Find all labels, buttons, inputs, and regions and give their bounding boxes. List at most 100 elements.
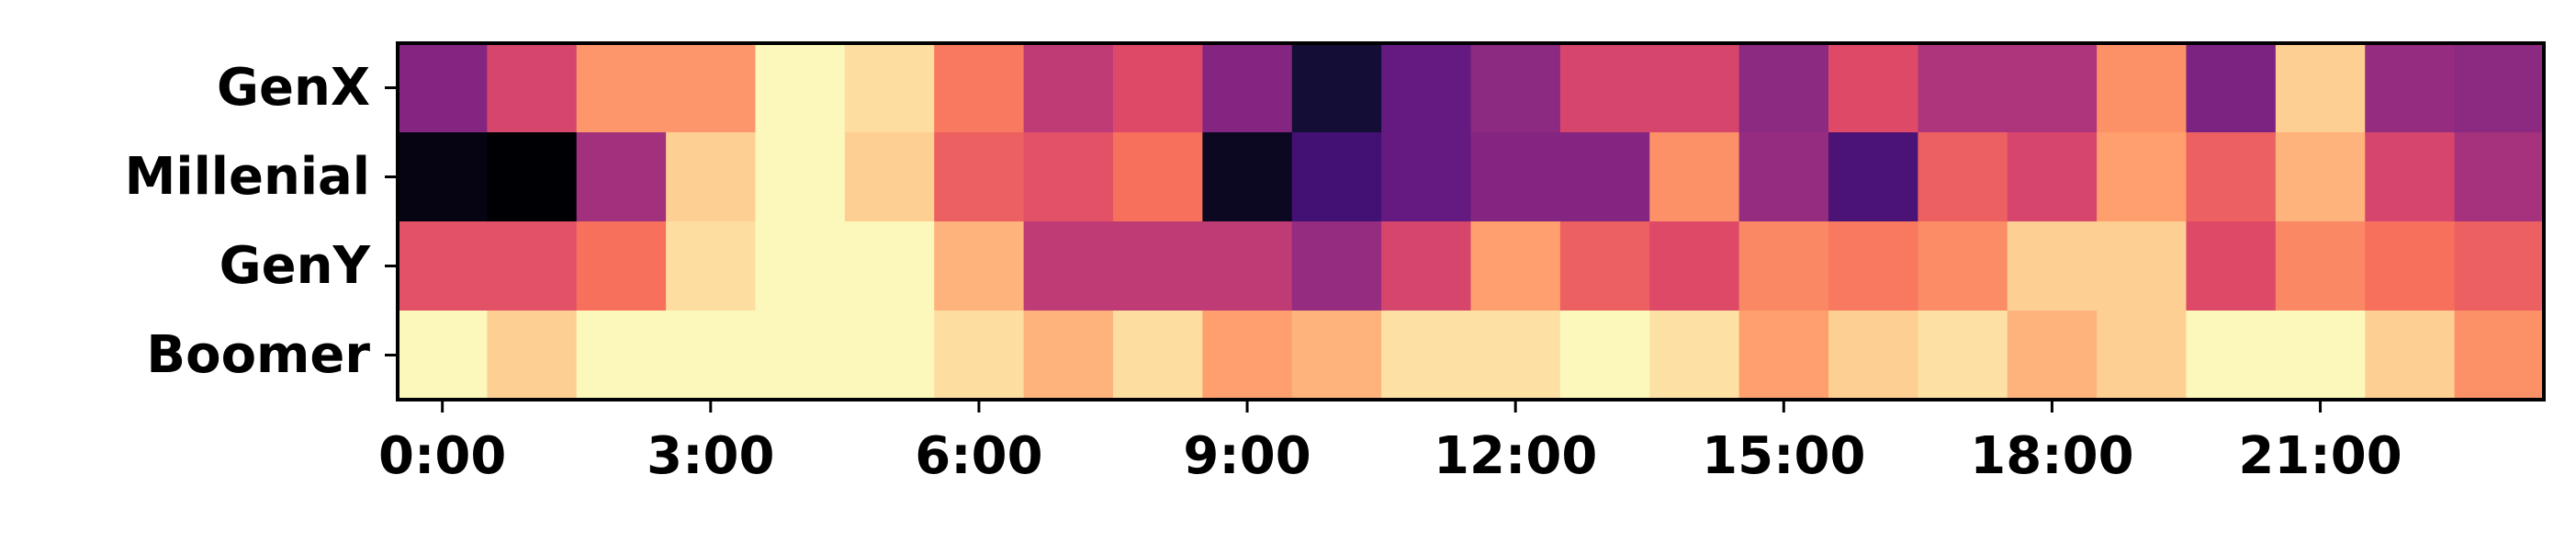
heatmap-cell: [1202, 43, 1293, 133]
heatmap-cell: [1828, 43, 1918, 133]
x-tick-label: 21:00: [2238, 426, 2402, 486]
heatmap-cell: [2365, 221, 2456, 311]
x-tick-label: 9:00: [1183, 426, 1310, 486]
x-tick-label: 12:00: [1434, 426, 1597, 486]
heatmap-cell: [2365, 43, 2456, 133]
heatmap-cell: [755, 132, 846, 222]
heatmap-cell: [666, 132, 757, 222]
heatmap-cell: [1023, 311, 1114, 401]
heatmap-cell: [2454, 311, 2545, 401]
heatmap-cell: [576, 132, 667, 222]
heatmap-cell: [1828, 221, 1918, 311]
y-tick-label: Millenial: [125, 147, 370, 207]
heatmap-cell: [1202, 132, 1293, 222]
heatmap-cell: [666, 43, 757, 133]
heatmap-cell: [1291, 132, 1382, 222]
heatmap-cell: [2007, 132, 2098, 222]
y-tick-label: GenY: [219, 236, 372, 296]
heatmap-cell: [934, 221, 1025, 311]
heatmap-cell: [1918, 132, 2008, 222]
heatmap-cell: [1381, 43, 1472, 133]
heatmap-cell: [2097, 221, 2188, 311]
heatmap-cell: [2007, 311, 2098, 401]
heatmap-cell: [2007, 221, 2098, 311]
heatmap-cell: [844, 311, 935, 401]
heatmap-cell: [2186, 43, 2277, 133]
heatmap-cell: [1202, 311, 1293, 401]
heatmap-cell: [844, 132, 935, 222]
heatmap-cell: [1202, 221, 1293, 311]
heatmap-cell: [1918, 311, 2008, 401]
heatmap-cell: [487, 221, 578, 311]
x-axis: 0:00 3:00 6:00 9:00 12:00 15:00 18:00 21:00: [378, 400, 2402, 486]
heatmap-cell: [1470, 311, 1561, 401]
heatmap-cell: [1649, 221, 1740, 311]
heatmap-cell: [2275, 221, 2366, 311]
heatmap-cell: [1828, 132, 1918, 222]
heatmap-cell: [755, 311, 846, 401]
y-tick-label: GenX: [217, 58, 370, 118]
heatmap-cell: [1738, 221, 1829, 311]
heatmap-cell: [1470, 221, 1561, 311]
x-tick-label: 0:00: [378, 426, 506, 486]
heatmap-cell: [576, 221, 667, 311]
heatmap-cell: [844, 221, 935, 311]
x-tick-label: 6:00: [915, 426, 1042, 486]
heatmap-cell: [1023, 132, 1114, 222]
heatmap-cell: [2454, 132, 2545, 222]
heatmap-cell: [934, 311, 1025, 401]
heatmap-cell: [2454, 221, 2545, 311]
heatmap-cell: [2365, 132, 2456, 222]
heatmap-cell: [2097, 132, 2188, 222]
heatmap-cell: [1113, 311, 1203, 401]
heatmap-cell: [2097, 311, 2188, 401]
heatmap-cell: [1023, 221, 1114, 311]
heatmap-cell: [755, 221, 846, 311]
heatmap-cell: [1559, 132, 1650, 222]
heatmap-cell: [1559, 311, 1650, 401]
heatmap-cell: [576, 43, 667, 133]
heatmap-cell: [2186, 311, 2277, 401]
heatmap-cell: [1828, 311, 1918, 401]
heatmap-cell: [398, 132, 488, 222]
heatmap-cell: [398, 311, 488, 401]
heatmap-cell: [2186, 132, 2277, 222]
heatmap-cell: [1649, 43, 1740, 133]
heatmap-cell: [934, 132, 1025, 222]
heatmap-cell: [1738, 311, 1829, 401]
heatmap-cell: [1649, 132, 1740, 222]
heatmap-cell: [398, 221, 488, 311]
heatmap-cell: [934, 43, 1025, 133]
heatmap-cell: [2275, 43, 2366, 133]
heatmap-cell: [844, 43, 935, 133]
x-tick-label: 15:00: [1702, 426, 1865, 486]
heatmap-cell: [1738, 132, 1829, 222]
heatmap-cell: [1559, 221, 1650, 311]
heatmap-cell: [2275, 311, 2366, 401]
heatmap-cell: [1918, 43, 2008, 133]
heatmap-cells: [398, 43, 2545, 401]
heatmap-cell: [487, 311, 578, 401]
heatmap-cell: [1649, 311, 1740, 401]
heatmap-cell: [1113, 43, 1203, 133]
heatmap-cell: [1559, 43, 1650, 133]
heatmap-cell: [1470, 43, 1561, 133]
heatmap-cell: [1381, 311, 1472, 401]
heatmap-cell: [1918, 221, 2008, 311]
heatmap-cell: [1291, 311, 1382, 401]
heatmap-cell: [2365, 311, 2456, 401]
heatmap-cell: [2007, 43, 2098, 133]
heatmap-cell: [1291, 43, 1382, 133]
heatmap-cell: [1470, 132, 1561, 222]
heatmap-cell: [1381, 221, 1472, 311]
heatmap-cell: [2275, 132, 2366, 222]
heatmap-cell: [1023, 43, 1114, 133]
heatmap-cell: [666, 221, 757, 311]
x-tick-label: 3:00: [647, 426, 774, 486]
heatmap-cell: [487, 132, 578, 222]
y-axis: GenX Millenial GenY Boomer: [125, 58, 398, 385]
heatmap-cell: [576, 311, 667, 401]
heatmap-cell: [2097, 43, 2188, 133]
heatmap-cell: [755, 43, 846, 133]
